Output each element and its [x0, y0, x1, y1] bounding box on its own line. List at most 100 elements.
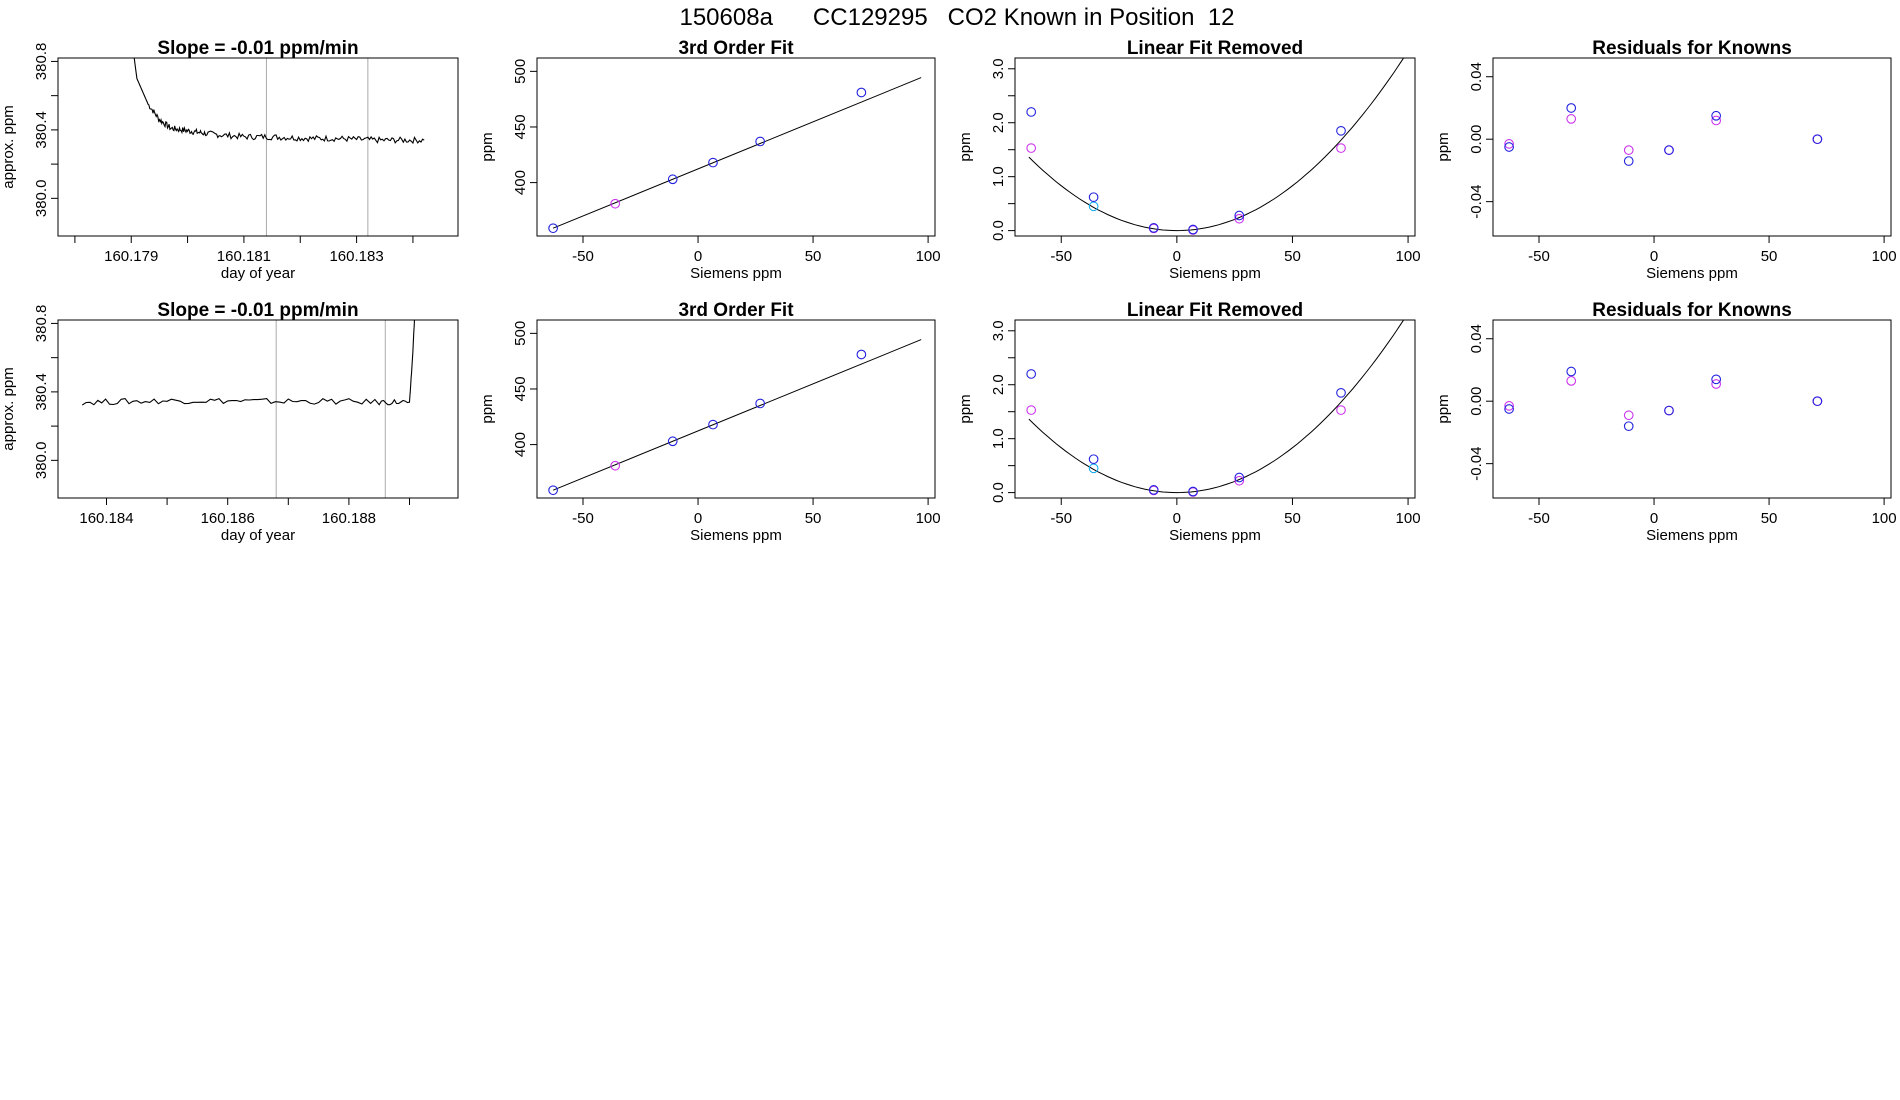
data-point-a: [1234, 472, 1245, 483]
fit-line: [552, 339, 922, 491]
data-point-b: [1711, 379, 1722, 389]
data-point-a: [1623, 421, 1634, 432]
data-point-a: [667, 436, 678, 447]
plot-area: [1504, 103, 1823, 166]
data-point-a: [1148, 485, 1159, 495]
x-tick-label: 160.184: [79, 510, 133, 527]
x-tick-label: -50: [572, 510, 594, 527]
data-point-a: [755, 136, 766, 147]
data-point-a: [1088, 192, 1099, 203]
data-point-a: [1336, 125, 1346, 136]
x-axis-label: day of year: [221, 265, 295, 282]
y-tick-label: 380.0: [33, 180, 50, 218]
y-axis-label: ppm: [957, 394, 974, 423]
panel-title: 3rd Order Fit: [678, 300, 794, 321]
panel-title: Slope = -0.01 ppm/min: [157, 38, 358, 59]
y-axis-label: approx. ppm: [0, 105, 17, 188]
data-point-a: [667, 174, 678, 185]
y-tick-label: 400: [512, 170, 529, 195]
plot-frame: [1492, 57, 1892, 237]
x-tick-label: 160.186: [201, 510, 255, 527]
x-tick-label: 160.188: [322, 510, 376, 527]
figure-title: 150608a CC129295 CO2 Known in Position 1…: [679, 4, 1234, 31]
y-tick-label: 500: [512, 59, 529, 84]
data-point-a: [1623, 156, 1634, 166]
x-tick-label: 0: [1650, 248, 1658, 265]
data-point-b: [1566, 114, 1577, 124]
data-point-b: [1336, 405, 1346, 415]
data-point-b: [610, 198, 621, 209]
x-tick-label: 100: [1396, 510, 1421, 527]
panel-fit1: 3rd Order Fit -50 0 50 100 400 450 500 Siemens p…: [479, 38, 941, 282]
x-axis-label: Siemens ppm: [690, 265, 782, 282]
panel-res1: Residuals for Knowns -50 0 50 100 -0.04 0.00 0.…: [1435, 38, 1897, 282]
x-tick-label: 50: [1284, 510, 1301, 527]
plot-area: [548, 339, 922, 496]
data-point-a: [708, 157, 718, 168]
y-tick-label: 380.8: [33, 305, 50, 343]
x-axis-label: Siemens ppm: [1169, 527, 1261, 544]
y-tick-label: 2.0: [990, 112, 1007, 133]
y-tick-label: 3.0: [990, 320, 1007, 341]
x-tick-label: 160.183: [329, 248, 383, 265]
fit-curve: [1028, 58, 1404, 232]
data-point-a: [548, 223, 558, 234]
x-tick-label: 160.179: [104, 248, 158, 265]
data-point-b: [1336, 143, 1346, 153]
y-tick-label: 2.0: [990, 374, 1007, 395]
plot-frame: [1014, 57, 1416, 237]
plot-frame: [57, 319, 459, 499]
x-tick-label: 100: [1872, 248, 1897, 265]
y-axis-label: ppm: [1435, 132, 1452, 161]
y-axis-label: ppm: [1435, 394, 1452, 423]
y-tick-label: 380.4: [33, 373, 50, 411]
plot-area: [1504, 366, 1823, 432]
plot-frame: [536, 319, 936, 499]
data-point-a: [1026, 369, 1037, 379]
panel-title: 3rd Order Fit: [678, 38, 794, 59]
data-point-a: [1188, 224, 1198, 235]
plot-frame: [536, 57, 936, 237]
data-point-b: [1623, 145, 1634, 155]
series-line: [81, 320, 416, 406]
data-point-a: [1711, 110, 1722, 121]
data-point-a: [1336, 387, 1346, 398]
data-point-b: [1711, 115, 1722, 126]
fit-curve: [1028, 320, 1404, 494]
panel-trace1: Slope = -0.01 ppm/min 160.179 160.181 160.1…: [0, 38, 459, 282]
data-point-a: [1664, 405, 1674, 416]
data-point-a: [1504, 142, 1514, 152]
y-tick-label: 0.00: [1468, 387, 1485, 416]
x-tick-label: 50: [1761, 510, 1778, 527]
data-point-b: [1623, 410, 1634, 421]
data-point-b: [1504, 139, 1514, 149]
plot-area: [81, 320, 416, 498]
y-tick-label: 3.0: [990, 58, 1007, 79]
x-tick-label: 0: [1173, 510, 1181, 527]
y-tick-label: 380.8: [33, 43, 50, 81]
y-tick-label: 450: [512, 376, 529, 401]
x-tick-label: 0: [1650, 510, 1658, 527]
data-point-a: [1026, 107, 1037, 117]
data-point-a: [1088, 454, 1099, 465]
panel-title: Linear Fit Removed: [1127, 38, 1303, 59]
x-tick-label: 100: [1872, 510, 1897, 527]
data-point-a: [708, 419, 718, 430]
data-point-b: [1026, 405, 1037, 415]
data-point-a: [1812, 396, 1823, 407]
y-tick-label: 0.00: [1468, 125, 1485, 154]
y-tick-label: 1.0: [990, 428, 1007, 449]
data-point-c: [1088, 201, 1099, 212]
y-axis-label: ppm: [479, 132, 496, 161]
data-point-a: [1566, 103, 1577, 113]
x-axis-label: Siemens ppm: [1646, 527, 1738, 544]
y-tick-label: 0.0: [990, 482, 1007, 503]
x-tick-label: 100: [916, 510, 941, 527]
x-axis-label: Siemens ppm: [1646, 265, 1738, 282]
y-axis-label: ppm: [957, 132, 974, 161]
data-point-a: [1234, 210, 1245, 221]
y-tick-label: 450: [512, 114, 529, 139]
panel-lin1: Linear Fit Removed -50 0 50 100 0.0 1.0 2.0 3.0 S…: [957, 38, 1421, 282]
y-tick-label: 0.0: [990, 220, 1007, 241]
x-tick-label: 100: [916, 248, 941, 265]
